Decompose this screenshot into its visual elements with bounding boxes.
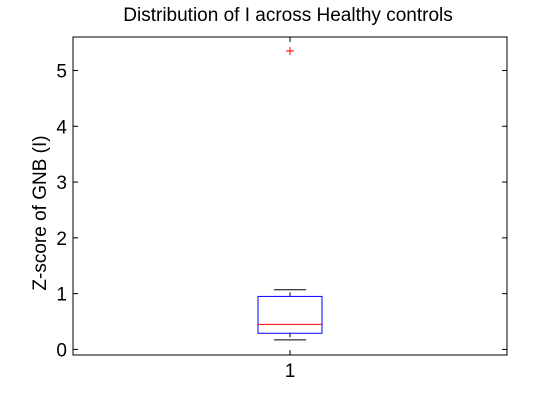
y-tick-label: 1 (56, 285, 67, 306)
y-tick-label: 4 (56, 117, 67, 138)
plot-area-frame (72, 36, 508, 356)
chart-title: Distribution of I across Healthy control… (123, 5, 452, 26)
x-axis-ticks: 1 (285, 37, 296, 382)
x-tick-label: 1 (285, 361, 296, 382)
y-tick-label: 3 (56, 173, 67, 194)
iqr-box (257, 295, 323, 334)
y-axis-ticks: 0 1 2 3 4 5 (56, 61, 507, 361)
y-axis-label: Z-score of GNB (I) (30, 135, 51, 290)
box-group (257, 46, 323, 341)
y-tick-label: 0 (56, 340, 67, 361)
outlier-marker (286, 46, 294, 55)
y-tick-label: 2 (56, 229, 67, 250)
y-tick-label: 5 (56, 61, 67, 82)
